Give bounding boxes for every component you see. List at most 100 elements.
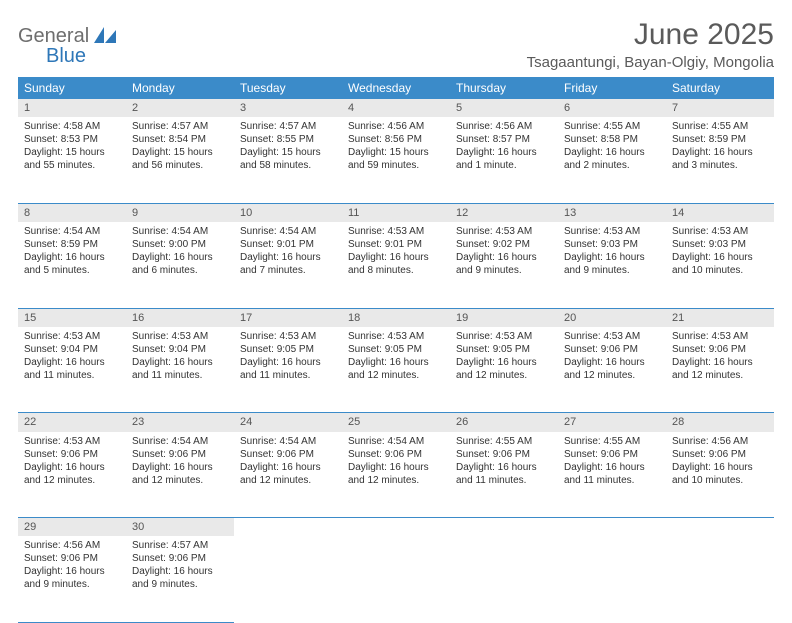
brand-word2: Blue (46, 46, 116, 66)
daylight-text: Daylight: 16 hours and 12 minutes. (24, 461, 120, 487)
daylight-text: Daylight: 16 hours and 11 minutes. (24, 356, 120, 382)
sunrise-text: Sunrise: 4:54 AM (132, 435, 228, 448)
sunset-text: Sunset: 8:58 PM (564, 133, 660, 146)
sunrise-text: Sunrise: 4:53 AM (348, 225, 444, 238)
sunset-text: Sunset: 9:04 PM (132, 343, 228, 356)
sunset-text: Sunset: 9:06 PM (132, 552, 228, 565)
calendar-day-cell: Sunrise: 4:55 AMSunset: 9:06 PMDaylight:… (450, 432, 558, 518)
calendar-day-cell: Sunrise: 4:53 AMSunset: 9:06 PMDaylight:… (558, 327, 666, 413)
sunset-text: Sunset: 9:06 PM (456, 448, 552, 461)
sunset-text: Sunset: 9:06 PM (132, 448, 228, 461)
sunrise-text: Sunrise: 4:57 AM (132, 539, 228, 552)
calendar-day-cell: Sunrise: 4:53 AMSunset: 9:06 PMDaylight:… (666, 327, 774, 413)
calendar-table: Sunday Monday Tuesday Wednesday Thursday… (18, 77, 774, 623)
flag-icon (94, 27, 116, 48)
sunrise-text: Sunrise: 4:53 AM (240, 330, 336, 343)
day-number: 5 (450, 99, 558, 117)
calendar-day-cell: Sunrise: 4:53 AMSunset: 9:02 PMDaylight:… (450, 222, 558, 308)
calendar-day-cell: Sunrise: 4:54 AMSunset: 9:06 PMDaylight:… (234, 432, 342, 518)
header: General Blue June 2025 Tsagaantungi, Bay… (18, 18, 774, 71)
sunset-text: Sunset: 9:03 PM (672, 238, 768, 251)
sunrise-text: Sunrise: 4:53 AM (672, 225, 768, 238)
daylight-text: Daylight: 16 hours and 12 minutes. (456, 356, 552, 382)
calendar-day-cell: Sunrise: 4:53 AMSunset: 9:04 PMDaylight:… (18, 327, 126, 413)
sunrise-text: Sunrise: 4:53 AM (24, 435, 120, 448)
sunset-text: Sunset: 9:05 PM (456, 343, 552, 356)
weekday-header: Wednesday (342, 77, 450, 99)
daylight-text: Daylight: 16 hours and 9 minutes. (456, 251, 552, 277)
sunrise-text: Sunrise: 4:58 AM (24, 120, 120, 133)
day-number: 15 (18, 308, 126, 327)
daylight-text: Daylight: 16 hours and 10 minutes. (672, 461, 768, 487)
sunset-text: Sunset: 9:04 PM (24, 343, 120, 356)
calendar-day-cell: Sunrise: 4:56 AMSunset: 9:06 PMDaylight:… (18, 536, 126, 622)
sunset-text: Sunset: 9:05 PM (348, 343, 444, 356)
day-number: 22 (18, 413, 126, 432)
day-number: 10 (234, 203, 342, 222)
daylight-text: Daylight: 16 hours and 2 minutes. (564, 146, 660, 172)
sunrise-text: Sunrise: 4:55 AM (456, 435, 552, 448)
daylight-text: Daylight: 16 hours and 8 minutes. (348, 251, 444, 277)
sunset-text: Sunset: 9:03 PM (564, 238, 660, 251)
day-number-row: 15161718192021 (18, 308, 774, 327)
calendar-day-cell: Sunrise: 4:57 AMSunset: 9:06 PMDaylight:… (126, 536, 234, 622)
daylight-text: Daylight: 15 hours and 56 minutes. (132, 146, 228, 172)
day-number (234, 518, 342, 537)
sunset-text: Sunset: 9:06 PM (564, 448, 660, 461)
sunrise-text: Sunrise: 4:56 AM (672, 435, 768, 448)
calendar-day-cell: Sunrise: 4:53 AMSunset: 9:04 PMDaylight:… (126, 327, 234, 413)
day-number: 18 (342, 308, 450, 327)
sunrise-text: Sunrise: 4:56 AM (456, 120, 552, 133)
calendar-day-cell: Sunrise: 4:57 AMSunset: 8:55 PMDaylight:… (234, 117, 342, 203)
sunset-text: Sunset: 9:06 PM (672, 343, 768, 356)
day-number: 9 (126, 203, 234, 222)
weekday-header-row: Sunday Monday Tuesday Wednesday Thursday… (18, 77, 774, 99)
page-title: June 2025 (527, 18, 774, 52)
calendar-day-cell: Sunrise: 4:55 AMSunset: 8:59 PMDaylight:… (666, 117, 774, 203)
sunrise-text: Sunrise: 4:54 AM (24, 225, 120, 238)
daylight-text: Daylight: 16 hours and 1 minute. (456, 146, 552, 172)
calendar-day-cell: Sunrise: 4:54 AMSunset: 8:59 PMDaylight:… (18, 222, 126, 308)
calendar-day-cell: Sunrise: 4:58 AMSunset: 8:53 PMDaylight:… (18, 117, 126, 203)
daylight-text: Daylight: 16 hours and 9 minutes. (132, 565, 228, 591)
calendar-day-cell: Sunrise: 4:56 AMSunset: 9:06 PMDaylight:… (666, 432, 774, 518)
day-number: 1 (18, 99, 126, 117)
daylight-text: Daylight: 16 hours and 5 minutes. (24, 251, 120, 277)
day-number: 17 (234, 308, 342, 327)
day-number: 8 (18, 203, 126, 222)
daylight-text: Daylight: 16 hours and 10 minutes. (672, 251, 768, 277)
calendar-day-cell: Sunrise: 4:53 AMSunset: 9:05 PMDaylight:… (234, 327, 342, 413)
daylight-text: Daylight: 16 hours and 11 minutes. (240, 356, 336, 382)
calendar-day-cell (342, 536, 450, 622)
day-number: 19 (450, 308, 558, 327)
daylight-text: Daylight: 16 hours and 12 minutes. (240, 461, 336, 487)
daylight-text: Daylight: 16 hours and 11 minutes. (456, 461, 552, 487)
calendar-day-cell: Sunrise: 4:54 AMSunset: 9:00 PMDaylight:… (126, 222, 234, 308)
brand-word1: General (18, 25, 89, 47)
sunrise-text: Sunrise: 4:53 AM (24, 330, 120, 343)
sunset-text: Sunset: 8:54 PM (132, 133, 228, 146)
sunrise-text: Sunrise: 4:57 AM (240, 120, 336, 133)
daylight-text: Daylight: 16 hours and 11 minutes. (564, 461, 660, 487)
calendar-day-cell: Sunrise: 4:54 AMSunset: 9:06 PMDaylight:… (126, 432, 234, 518)
day-number: 26 (450, 413, 558, 432)
sunrise-text: Sunrise: 4:56 AM (348, 120, 444, 133)
weekday-header: Thursday (450, 77, 558, 99)
sunset-text: Sunset: 9:01 PM (240, 238, 336, 251)
day-number: 24 (234, 413, 342, 432)
sunset-text: Sunset: 9:06 PM (24, 448, 120, 461)
daylight-text: Daylight: 16 hours and 7 minutes. (240, 251, 336, 277)
daylight-text: Daylight: 16 hours and 3 minutes. (672, 146, 768, 172)
daylight-text: Daylight: 16 hours and 11 minutes. (132, 356, 228, 382)
calendar-day-cell (234, 536, 342, 622)
sunrise-text: Sunrise: 4:53 AM (456, 225, 552, 238)
day-number: 20 (558, 308, 666, 327)
daylight-text: Daylight: 15 hours and 58 minutes. (240, 146, 336, 172)
sunrise-text: Sunrise: 4:54 AM (240, 435, 336, 448)
daylight-text: Daylight: 15 hours and 55 minutes. (24, 146, 120, 172)
calendar-week-row: Sunrise: 4:53 AMSunset: 9:06 PMDaylight:… (18, 432, 774, 518)
calendar-week-row: Sunrise: 4:53 AMSunset: 9:04 PMDaylight:… (18, 327, 774, 413)
day-number: 2 (126, 99, 234, 117)
day-number: 4 (342, 99, 450, 117)
calendar-day-cell: Sunrise: 4:53 AMSunset: 9:05 PMDaylight:… (450, 327, 558, 413)
